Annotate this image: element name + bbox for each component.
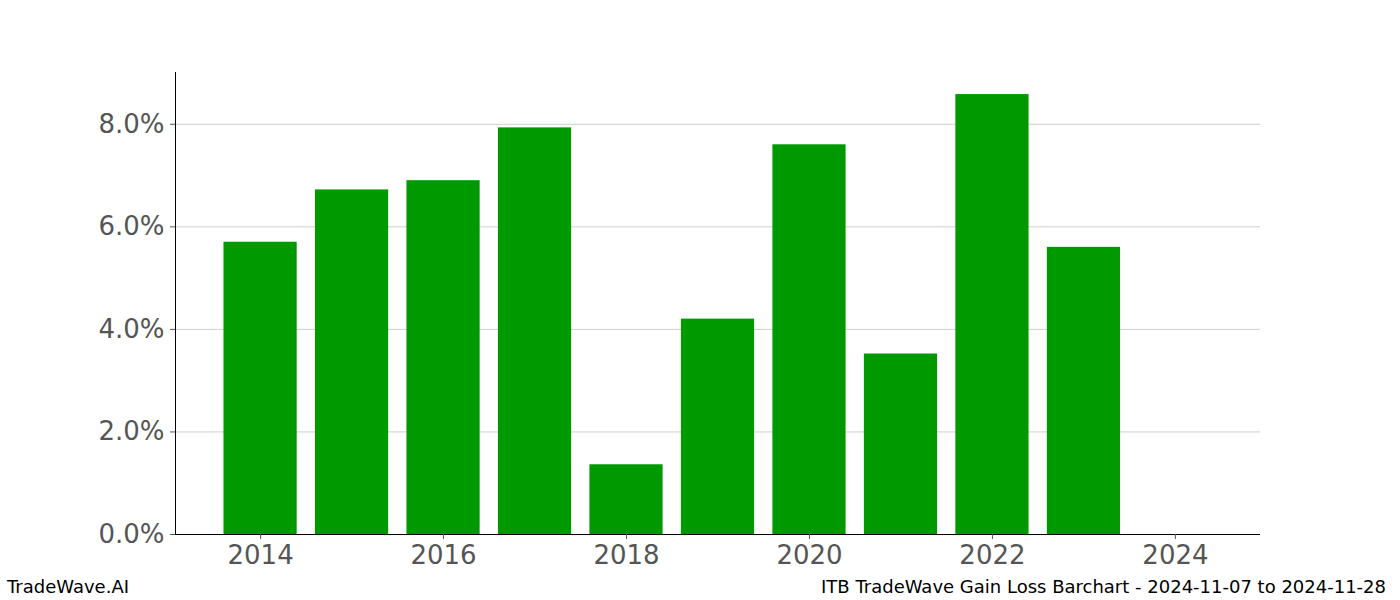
svg-text:8.0%: 8.0%	[98, 109, 164, 139]
svg-text:2024: 2024	[1142, 540, 1208, 570]
svg-text:2014: 2014	[227, 540, 293, 570]
svg-text:4.0%: 4.0%	[98, 314, 164, 344]
svg-text:2.0%: 2.0%	[98, 416, 164, 446]
svg-text:6.0%: 6.0%	[98, 211, 164, 241]
svg-text:2022: 2022	[959, 540, 1025, 570]
svg-text:2016: 2016	[410, 540, 476, 570]
svg-text:2020: 2020	[776, 540, 842, 570]
svg-text:0.0%: 0.0%	[98, 519, 164, 549]
svg-text:2018: 2018	[593, 540, 659, 570]
html-text:ITB TradeWave Gain Loss Barcha: ITB TradeWave Gain Loss Barchart - 2024-…	[821, 576, 1386, 597]
html-text:TradeWave.AI: TradeWave.AI	[7, 576, 129, 597]
